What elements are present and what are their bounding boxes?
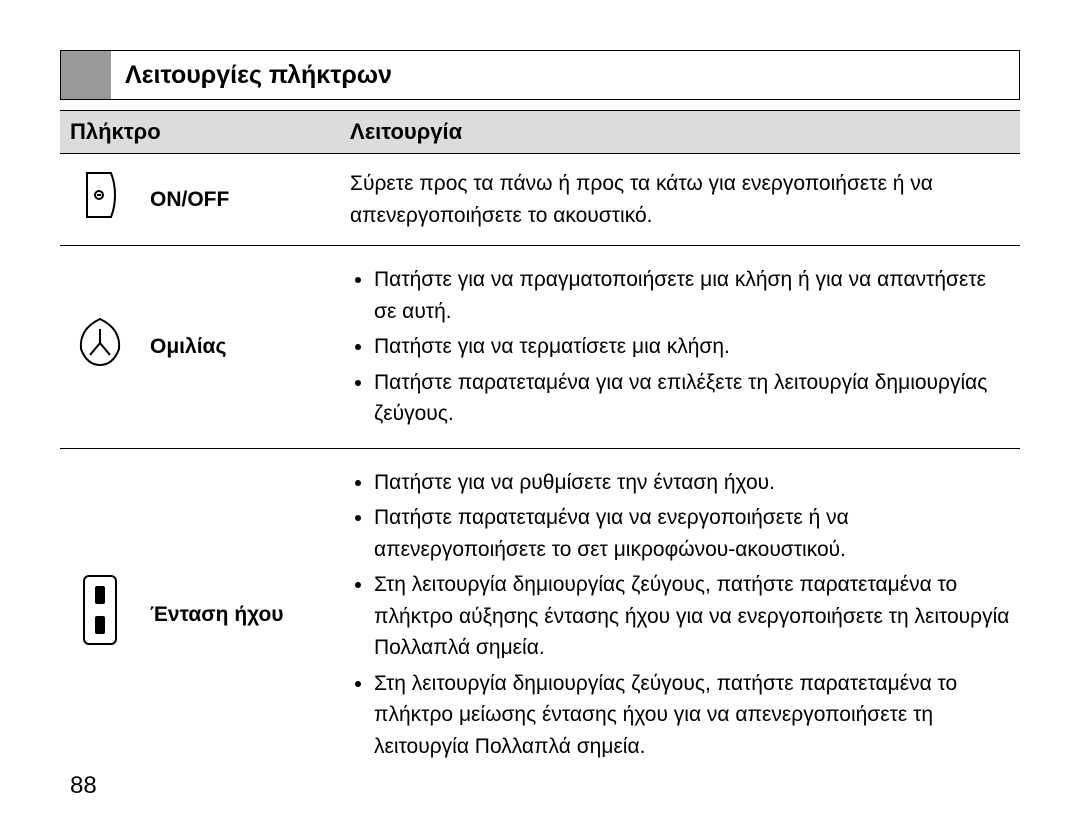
function-list: Πατήστε για να πραγματοποιήσετε μια κλήσ… (350, 264, 1010, 430)
volume-icon (80, 572, 120, 648)
table-row: Ομιλίας Πατήστε για να πραγματοποιήσετε μ… (60, 246, 1020, 449)
col-header-func: Λειτουργία (340, 111, 1020, 154)
key-functions-table: Πλήκτρο Λειτουργία ON/OFFΣύρετε προς τα … (60, 110, 1020, 780)
key-function: Σύρετε προς τα πάνω ή προς τα κάτω για ε… (340, 154, 1020, 246)
function-item: Στη λειτουργία δημιουργίας ζεύγους, πατή… (374, 569, 1010, 664)
page-number: 88 (70, 772, 97, 800)
key-icon-cell (60, 246, 140, 449)
key-icon-cell (60, 154, 140, 246)
table-row: ON/OFFΣύρετε προς τα πάνω ή προς τα κάτω… (60, 154, 1020, 246)
section-header: Λειτουργίες πλήκτρων (60, 50, 1020, 100)
table-body: ON/OFFΣύρετε προς τα πάνω ή προς τα κάτω… (60, 154, 1020, 781)
function-item: Πατήστε για να ρυθμίσετε την ένταση ήχου… (374, 467, 1010, 499)
function-list: Πατήστε για να ρυθμίσετε την ένταση ήχου… (350, 467, 1010, 763)
function-item: Πατήστε για να πραγματοποιήσετε μια κλήσ… (374, 264, 1010, 327)
key-label: Ομιλίας (140, 246, 340, 449)
key-icon-cell (60, 448, 140, 780)
function-item: Πατήστε για να τερματίσετε μια κλήση. (374, 331, 1010, 363)
key-function: Πατήστε για να ρυθμίσετε την ένταση ήχου… (340, 448, 1020, 780)
section-tab (61, 51, 111, 99)
section-title: Λειτουργίες πλήκτρων (111, 61, 392, 90)
talk-icon (73, 315, 127, 369)
table-row: Ένταση ήχου Πατήστε για να ρυθμίσετε την … (60, 448, 1020, 780)
key-function: Πατήστε για να πραγματοποιήσετε μια κλήσ… (340, 246, 1020, 449)
function-item: Στη λειτουργία δημιουργίας ζεύγους, πατή… (374, 668, 1010, 763)
key-label: Ένταση ήχου (140, 448, 340, 780)
key-label: ON/OFF (140, 154, 340, 246)
onoff-icon (83, 171, 117, 219)
col-header-key: Πλήκτρο (60, 111, 340, 154)
function-item: Πατήστε παρατεταμένα για να επιλέξετε τη… (374, 367, 1010, 430)
function-item: Πατήστε παρατεταμένα για να ενεργοποιήσε… (374, 502, 1010, 565)
